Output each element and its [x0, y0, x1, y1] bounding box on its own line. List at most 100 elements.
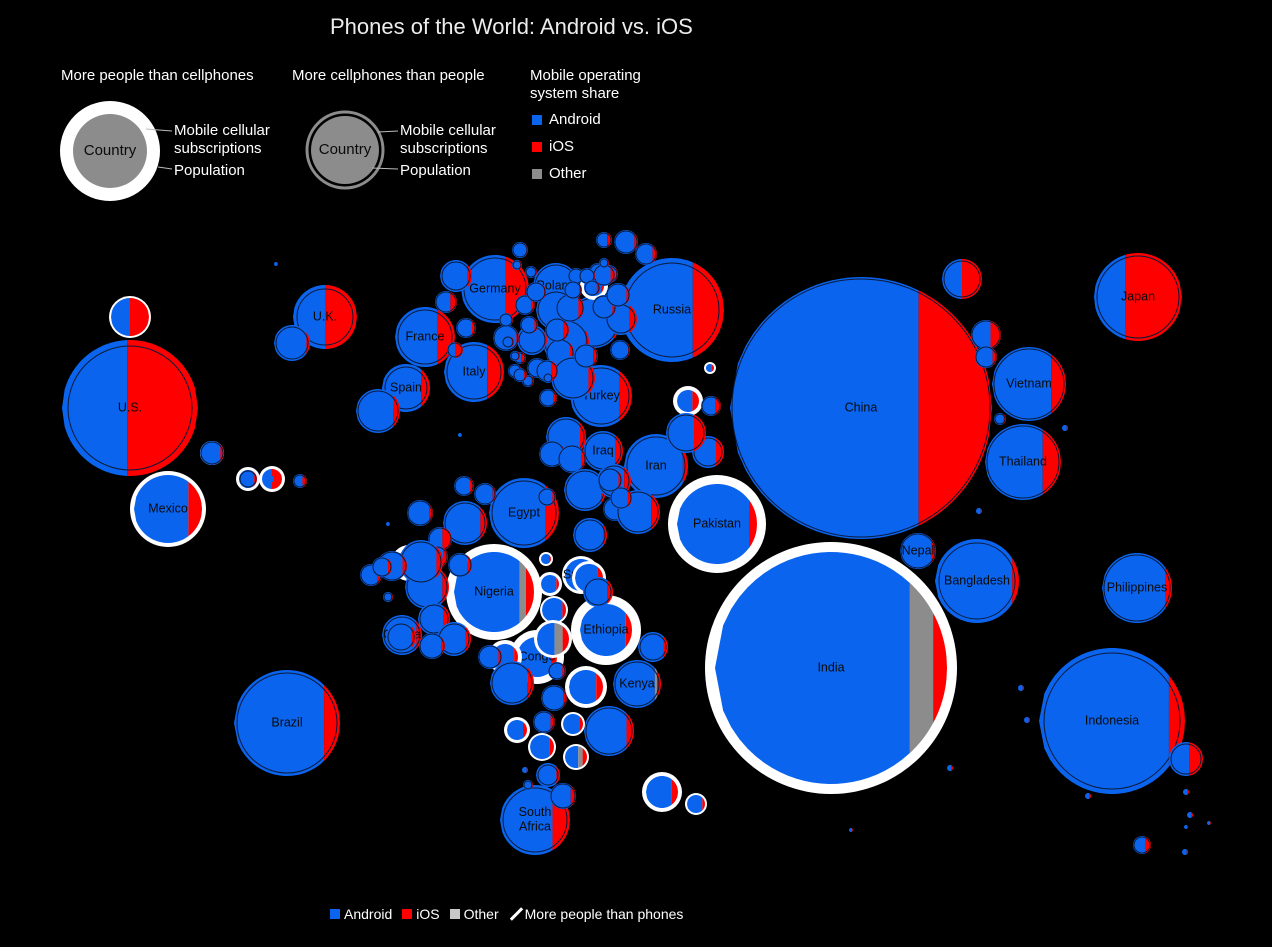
android-share: [568, 268, 583, 284]
android-share: [701, 396, 715, 416]
country-bubble-144: [200, 441, 224, 465]
country-bubble-74: [564, 281, 582, 299]
population-outline: [236, 672, 338, 774]
population-outline: [407, 500, 433, 526]
ios-share: [588, 362, 595, 394]
country-bubble-135: [522, 767, 528, 773]
ios-share: [556, 577, 559, 591]
android-share: [584, 280, 597, 296]
android-share: [522, 767, 527, 773]
country-label: Turkey: [582, 388, 620, 402]
ios-share: [625, 613, 632, 647]
country-bubble-145: [239, 470, 257, 488]
ios-share: [610, 266, 615, 284]
ios-swatch: [532, 141, 542, 152]
ios-share: [692, 390, 699, 412]
population-outline: [545, 318, 569, 342]
android-share: [530, 735, 550, 759]
android-share: [440, 260, 468, 292]
legend-leader-population: [157, 166, 173, 170]
legend-sample-more-phones: Country: [305, 110, 385, 190]
ios-share: [388, 559, 392, 575]
ios-share: [694, 414, 706, 452]
android-share: [1102, 553, 1165, 623]
ios-share: [1145, 836, 1151, 854]
country-bubble-170: [458, 433, 462, 437]
ios-share: [1165, 567, 1172, 609]
country-bubble-53: [551, 356, 595, 400]
android-share: [583, 577, 607, 607]
ios-share: [563, 688, 567, 708]
ios-share: [582, 748, 587, 766]
ios-share: [1066, 425, 1068, 431]
country-label: Russia: [653, 302, 691, 316]
android-share: [1183, 789, 1188, 795]
android-share: [635, 243, 653, 265]
android-share: [533, 711, 551, 733]
android-share: [975, 346, 993, 368]
android-share: [624, 434, 683, 498]
legend-key-android: Android: [532, 111, 601, 128]
country-label: Mexico: [148, 501, 188, 515]
population-outline: [584, 578, 612, 606]
android-share: [274, 325, 307, 361]
population-outline: [526, 282, 546, 302]
other-swatch: [532, 168, 542, 179]
population-outline: [456, 318, 476, 338]
country-bubble-110: [419, 633, 445, 659]
country-bubble-139: [583, 577, 613, 607]
ios-share: [596, 673, 603, 701]
android-share: [386, 622, 412, 652]
country-bubble-137: [548, 662, 566, 680]
ios-share: [465, 626, 471, 652]
country-bubble-117: [538, 572, 562, 596]
ios-share: [553, 390, 557, 406]
android-share: [500, 785, 553, 855]
ios-swatch-bottom: [402, 909, 413, 919]
population-outline: [520, 316, 538, 334]
country-bubble-140: [685, 793, 707, 815]
ios-share: [619, 371, 632, 421]
country-bubble-99: [407, 500, 433, 526]
ios-share: [480, 507, 487, 539]
ios-share: [527, 667, 534, 699]
ios-share: [671, 779, 678, 805]
android-share: [550, 783, 571, 809]
ios-share: [389, 522, 390, 526]
population-outline: [293, 474, 307, 488]
android-share: [1094, 254, 1126, 340]
legend-leader-subscriptions-b: [377, 130, 399, 133]
android-share: [584, 706, 627, 756]
android-share: [507, 720, 523, 740]
population-outline: [275, 326, 309, 360]
android-share: [596, 232, 608, 248]
population-outline: [548, 662, 566, 680]
country-label: Iran: [645, 458, 667, 472]
country-bubble-124: [563, 744, 589, 770]
android-share: [538, 488, 553, 506]
population-outline: [975, 346, 997, 368]
country-bubble-146: [269, 476, 275, 482]
ios-share: [302, 474, 307, 488]
ios-share: [992, 348, 997, 366]
population-outline: [574, 344, 598, 368]
android-share: [474, 483, 493, 505]
country-bubble-171: [386, 522, 390, 526]
android-share: [456, 318, 472, 338]
country-bubble-43: [447, 342, 463, 358]
population-outline: [993, 348, 1065, 420]
country-bubble-78: [499, 313, 513, 327]
android-share: [454, 552, 520, 632]
ios-share: [918, 290, 992, 526]
population-outline: [502, 336, 514, 348]
ios-share: [615, 435, 623, 467]
country-bubble-164: [1183, 789, 1189, 795]
country-bubble-31: [109, 296, 151, 338]
android-share: [687, 795, 703, 813]
ios-share: [461, 433, 462, 437]
android-share: [134, 475, 189, 543]
android-share: [598, 468, 619, 492]
android-share: [262, 469, 272, 489]
android-share: [542, 598, 563, 622]
population-outline: [448, 553, 472, 577]
